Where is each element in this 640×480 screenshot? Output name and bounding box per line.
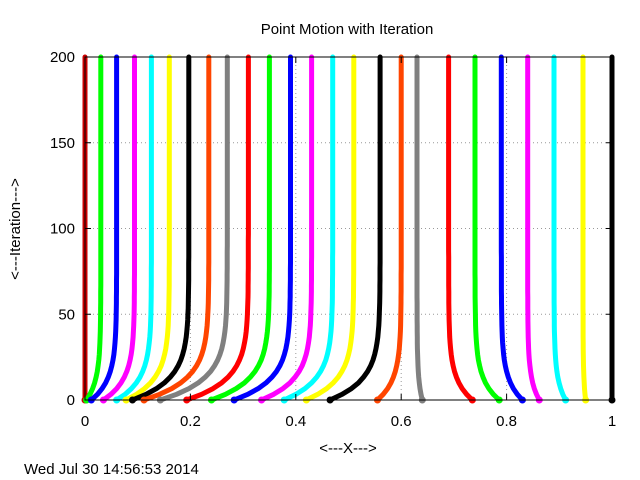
y-tick-label-3: 150	[50, 135, 75, 152]
series-line-18	[414, 54, 425, 403]
series-line-6	[123, 54, 172, 403]
series-line-21	[498, 54, 525, 403]
chart-title: Point Motion with Iteration	[261, 21, 434, 38]
x-tick-label-0: 0	[81, 413, 89, 430]
series-line-3	[88, 54, 120, 403]
y-tick-label-2: 100	[50, 221, 75, 238]
series-line-15	[303, 54, 357, 403]
x-tick-label-4: 0.8	[496, 413, 517, 430]
series-line-22	[525, 54, 542, 403]
y-tick-label-4: 200	[50, 49, 75, 66]
series-line-9	[157, 54, 230, 403]
series-line-23	[551, 54, 569, 403]
series-line-14	[281, 54, 336, 403]
series-lines	[82, 54, 615, 403]
timestamp: Wed Jul 30 14:56:53 2014	[24, 461, 199, 478]
series-line-10	[184, 54, 251, 403]
series-line-4	[100, 54, 137, 403]
x-axis-label: <---X--->	[319, 440, 377, 457]
series-line-8	[141, 54, 212, 403]
y-tick-label-1: 50	[58, 306, 75, 323]
x-tick-label-5: 1	[608, 413, 616, 430]
series-line-2	[84, 54, 104, 403]
series-line-20	[472, 54, 502, 403]
series-line-19	[446, 54, 475, 403]
x-tick-label-3: 0.6	[391, 413, 412, 430]
series-line-16	[327, 54, 383, 403]
series-line-5	[114, 54, 154, 403]
series-line-17	[375, 54, 404, 403]
series-line-7	[129, 54, 192, 403]
x-tick-label-1: 0.2	[180, 413, 201, 430]
y-tick-label-0: 0	[67, 392, 75, 409]
series-line-12	[231, 54, 293, 403]
series-line-11	[209, 54, 272, 403]
series-line-24	[580, 54, 589, 403]
x-tick-label-2: 0.4	[285, 413, 306, 430]
axis-ticks: 0 0.2 0.4 0.6 0.8 1 0 50 100 150 200	[50, 49, 616, 430]
series-line-13	[259, 54, 315, 403]
y-axis-label: <---Iteration--->	[7, 178, 24, 280]
